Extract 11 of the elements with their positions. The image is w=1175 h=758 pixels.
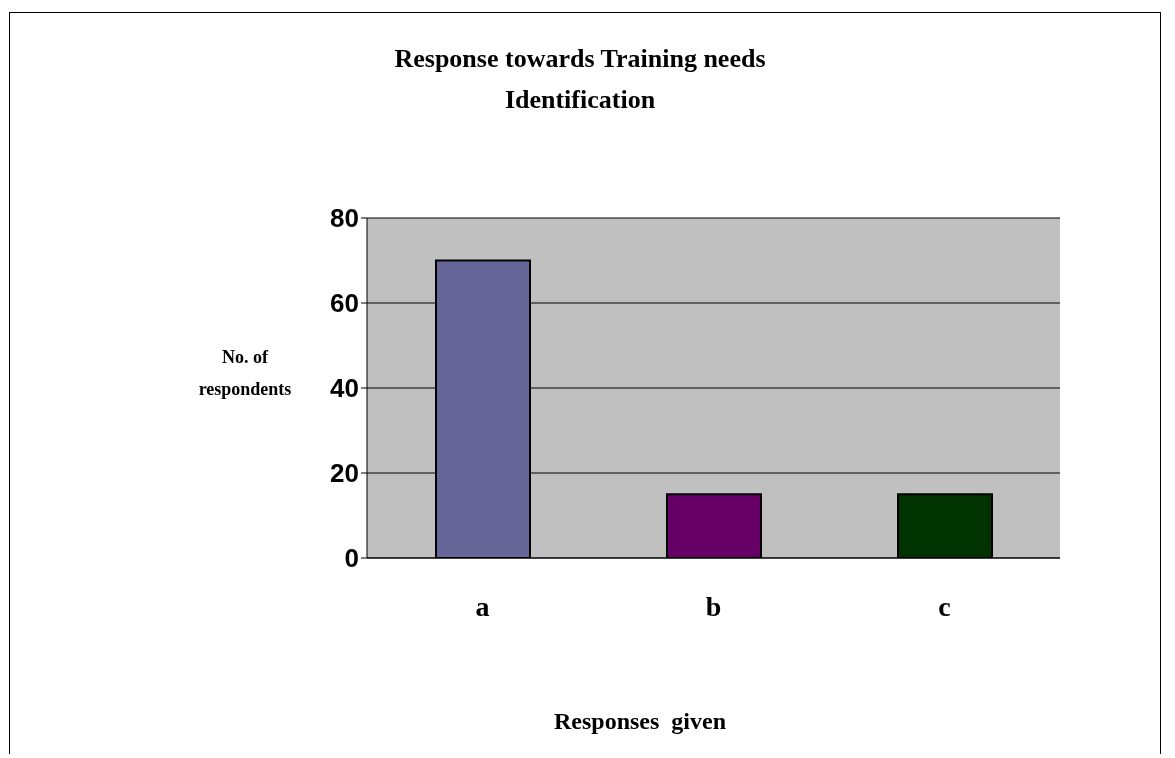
y-tick-label: 80	[330, 203, 359, 234]
y-tick-label: 20	[330, 458, 359, 489]
y-tick-label: 60	[330, 288, 359, 319]
x-tick-label: b	[705, 590, 722, 622]
x-tick-label: c	[938, 590, 951, 622]
y-tick-label: 0	[344, 543, 359, 574]
x-axis-title: Responses given	[553, 708, 727, 735]
x-tick-label: a	[475, 590, 490, 622]
y-axis-title: No. of respondents	[197, 346, 293, 401]
y-tick-label: 40	[330, 373, 359, 404]
chart-title: Response towards Training needs Identification	[393, 43, 767, 116]
